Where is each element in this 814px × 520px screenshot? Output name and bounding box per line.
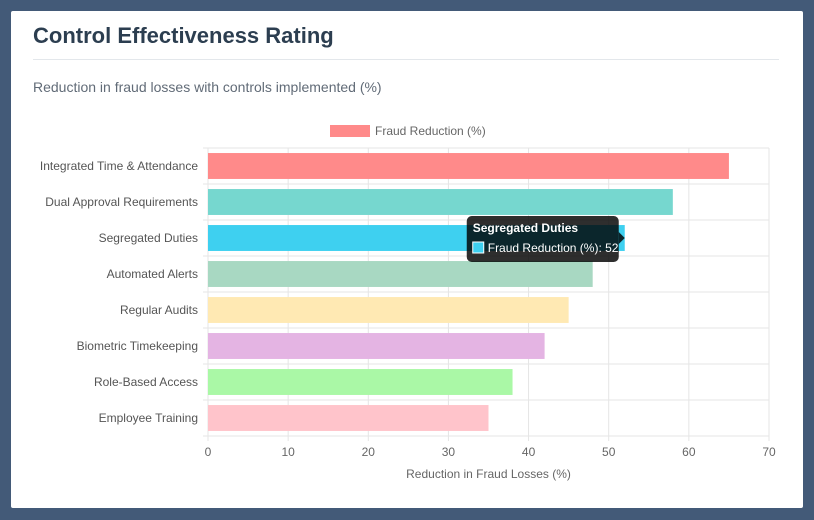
- tooltip-label: Fraud Reduction (%): 52: [488, 241, 619, 255]
- x-tick-label: 70: [762, 445, 776, 459]
- chart-card: Control Effectiveness Rating Reduction i…: [11, 11, 803, 508]
- x-tick-label: 10: [281, 445, 295, 459]
- x-tick-label: 50: [602, 445, 616, 459]
- x-tick-label: 60: [682, 445, 696, 459]
- y-tick-label: Regular Audits: [120, 303, 198, 317]
- tooltip: Segregated Duties Fraud Reduction (%): 52: [467, 216, 625, 262]
- legend: Fraud Reduction (%): [330, 124, 486, 138]
- y-tick-label: Automated Alerts: [107, 267, 198, 281]
- bar-integrated-time-attendance: [208, 153, 729, 179]
- bar-dual-approval-requirements: [208, 189, 673, 215]
- bar-role-based-access: [208, 369, 513, 395]
- bar-automated-alerts: [208, 261, 593, 287]
- tooltip-swatch: [473, 242, 484, 253]
- y-tick-label: Dual Approval Requirements: [45, 195, 198, 209]
- y-tick-label: Employee Training: [99, 411, 198, 425]
- x-tick-label: 20: [362, 445, 376, 459]
- x-tick-label: 0: [205, 445, 212, 459]
- y-tick-label: Integrated Time & Attendance: [40, 159, 198, 173]
- y-tick-label: Biometric Timekeeping: [77, 339, 198, 353]
- x-axis-title: Reduction in Fraud Losses (%): [406, 467, 571, 481]
- x-tick-label: 40: [522, 445, 536, 459]
- legend-label: Fraud Reduction (%): [375, 124, 486, 138]
- bar-chart: Integrated Time & Attendance Dual Approva…: [11, 11, 803, 508]
- legend-swatch: [330, 125, 370, 137]
- y-tick-label: Segregated Duties: [99, 231, 198, 245]
- x-tick-label: 30: [442, 445, 456, 459]
- bar-regular-audits: [208, 297, 569, 323]
- bar-biometric-timekeeping: [208, 333, 545, 359]
- tooltip-title: Segregated Duties: [473, 221, 579, 235]
- bar-employee-training: [208, 405, 489, 431]
- y-tick-label: Role-Based Access: [94, 375, 198, 389]
